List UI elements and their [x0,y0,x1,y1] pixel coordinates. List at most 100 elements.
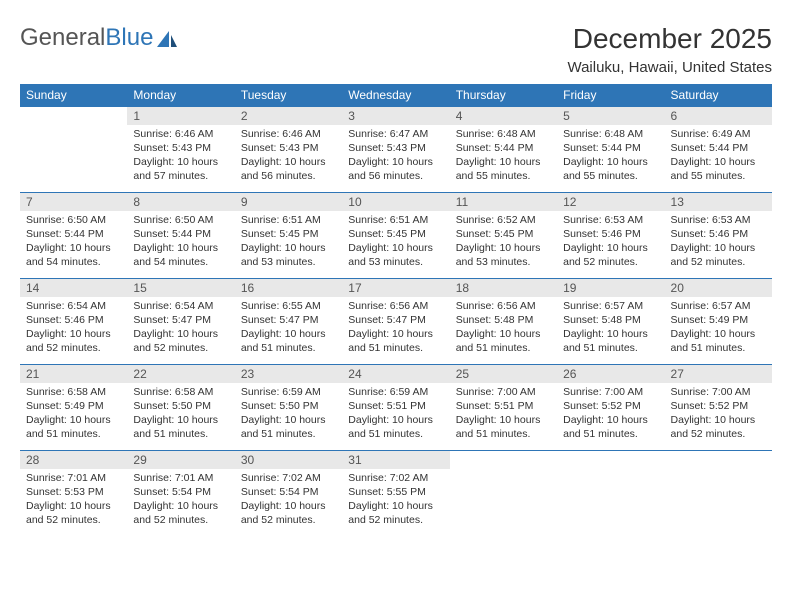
daylight-text: Daylight: 10 hours and 51 minutes. [348,327,443,355]
daylight-text: Daylight: 10 hours and 51 minutes. [563,327,658,355]
sunset-text: Sunset: 5:55 PM [348,485,443,499]
day-number: 4 [450,107,557,125]
day-cell: 15Sunrise: 6:54 AMSunset: 5:47 PMDayligh… [127,278,234,364]
day-body: Sunrise: 6:56 AMSunset: 5:48 PMDaylight:… [450,297,557,360]
day-body: Sunrise: 6:46 AMSunset: 5:43 PMDaylight:… [127,125,234,188]
daylight-text: Daylight: 10 hours and 51 minutes. [241,327,336,355]
sunset-text: Sunset: 5:46 PM [26,313,121,327]
sunrise-text: Sunrise: 6:58 AM [133,385,228,399]
week-row: 28Sunrise: 7:01 AMSunset: 5:53 PMDayligh… [20,450,772,536]
daylight-text: Daylight: 10 hours and 55 minutes. [671,155,766,183]
sunrise-text: Sunrise: 6:49 AM [671,127,766,141]
sunrise-text: Sunrise: 6:58 AM [26,385,121,399]
sunrise-text: Sunrise: 6:51 AM [241,213,336,227]
sunrise-text: Sunrise: 7:00 AM [456,385,551,399]
sunset-text: Sunset: 5:49 PM [671,313,766,327]
day-cell: 2Sunrise: 6:46 AMSunset: 5:43 PMDaylight… [235,106,342,192]
logo-text-1: General [20,24,105,52]
day-cell: 6Sunrise: 6:49 AMSunset: 5:44 PMDaylight… [665,106,772,192]
sunrise-text: Sunrise: 7:01 AM [26,471,121,485]
daylight-text: Daylight: 10 hours and 52 minutes. [26,499,121,527]
sunrise-text: Sunrise: 7:02 AM [348,471,443,485]
day-number: 30 [235,451,342,469]
daylight-text: Daylight: 10 hours and 55 minutes. [456,155,551,183]
daylight-text: Daylight: 10 hours and 56 minutes. [348,155,443,183]
sunset-text: Sunset: 5:50 PM [133,399,228,413]
day-number: 19 [557,279,664,297]
sunset-text: Sunset: 5:47 PM [241,313,336,327]
sunset-text: Sunset: 5:44 PM [456,141,551,155]
sunset-text: Sunset: 5:46 PM [563,227,658,241]
sunset-text: Sunset: 5:51 PM [456,399,551,413]
daylight-text: Daylight: 10 hours and 54 minutes. [133,241,228,269]
day-cell: 26Sunrise: 7:00 AMSunset: 5:52 PMDayligh… [557,364,664,450]
day-body: Sunrise: 6:55 AMSunset: 5:47 PMDaylight:… [235,297,342,360]
sunrise-text: Sunrise: 7:01 AM [133,471,228,485]
day-number: 23 [235,365,342,383]
day-body: Sunrise: 6:54 AMSunset: 5:46 PMDaylight:… [20,297,127,360]
day-number: 13 [665,193,772,211]
day-body: Sunrise: 6:53 AMSunset: 5:46 PMDaylight:… [557,211,664,274]
daylight-text: Daylight: 10 hours and 52 minutes. [133,327,228,355]
sunset-text: Sunset: 5:46 PM [671,227,766,241]
daylight-text: Daylight: 10 hours and 52 minutes. [26,327,121,355]
daylight-text: Daylight: 10 hours and 52 minutes. [241,499,336,527]
daylight-text: Daylight: 10 hours and 53 minutes. [348,241,443,269]
sunset-text: Sunset: 5:50 PM [241,399,336,413]
day-body: Sunrise: 6:46 AMSunset: 5:43 PMDaylight:… [235,125,342,188]
sunset-text: Sunset: 5:52 PM [671,399,766,413]
day-cell [557,450,664,536]
day-body: Sunrise: 7:02 AMSunset: 5:54 PMDaylight:… [235,469,342,532]
sunset-text: Sunset: 5:48 PM [456,313,551,327]
day-number: 9 [235,193,342,211]
sunset-text: Sunset: 5:44 PM [133,227,228,241]
day-number: 15 [127,279,234,297]
sunrise-text: Sunrise: 7:02 AM [241,471,336,485]
sunset-text: Sunset: 5:53 PM [26,485,121,499]
day-number: 27 [665,365,772,383]
day-body: Sunrise: 6:51 AMSunset: 5:45 PMDaylight:… [342,211,449,274]
day-cell: 25Sunrise: 7:00 AMSunset: 5:51 PMDayligh… [450,364,557,450]
day-body: Sunrise: 6:57 AMSunset: 5:49 PMDaylight:… [665,297,772,360]
daylight-text: Daylight: 10 hours and 54 minutes. [26,241,121,269]
logo-sail-icon [155,28,179,48]
day-cell: 12Sunrise: 6:53 AMSunset: 5:46 PMDayligh… [557,192,664,278]
day-cell: 20Sunrise: 6:57 AMSunset: 5:49 PMDayligh… [665,278,772,364]
day-number: 11 [450,193,557,211]
day-number: 24 [342,365,449,383]
day-number: 1 [127,107,234,125]
day-cell: 9Sunrise: 6:51 AMSunset: 5:45 PMDaylight… [235,192,342,278]
day-number: 26 [557,365,664,383]
day-number: 14 [20,279,127,297]
day-body: Sunrise: 6:50 AMSunset: 5:44 PMDaylight:… [127,211,234,274]
day-cell: 4Sunrise: 6:48 AMSunset: 5:44 PMDaylight… [450,106,557,192]
daylight-text: Daylight: 10 hours and 57 minutes. [133,155,228,183]
day-body: Sunrise: 7:00 AMSunset: 5:51 PMDaylight:… [450,383,557,446]
day-body: Sunrise: 7:02 AMSunset: 5:55 PMDaylight:… [342,469,449,532]
sunrise-text: Sunrise: 6:56 AM [456,299,551,313]
day-body: Sunrise: 7:01 AMSunset: 5:54 PMDaylight:… [127,469,234,532]
daylight-text: Daylight: 10 hours and 52 minutes. [133,499,228,527]
sunrise-text: Sunrise: 6:54 AM [133,299,228,313]
day-number: 28 [20,451,127,469]
sunrise-text: Sunrise: 6:50 AM [26,213,121,227]
day-number: 18 [450,279,557,297]
day-cell: 13Sunrise: 6:53 AMSunset: 5:46 PMDayligh… [665,192,772,278]
daylight-text: Daylight: 10 hours and 51 minutes. [456,327,551,355]
day-header: Thursday [450,84,557,107]
sunset-text: Sunset: 5:52 PM [563,399,658,413]
sunset-text: Sunset: 5:54 PM [133,485,228,499]
day-body: Sunrise: 7:00 AMSunset: 5:52 PMDaylight:… [557,383,664,446]
week-row: 1Sunrise: 6:46 AMSunset: 5:43 PMDaylight… [20,106,772,192]
daylight-text: Daylight: 10 hours and 51 minutes. [241,413,336,441]
sunrise-text: Sunrise: 6:56 AM [348,299,443,313]
day-body: Sunrise: 6:52 AMSunset: 5:45 PMDaylight:… [450,211,557,274]
day-cell: 18Sunrise: 6:56 AMSunset: 5:48 PMDayligh… [450,278,557,364]
day-number: 16 [235,279,342,297]
day-header-row: SundayMondayTuesdayWednesdayThursdayFrid… [20,84,772,107]
sunrise-text: Sunrise: 6:51 AM [348,213,443,227]
day-cell: 27Sunrise: 7:00 AMSunset: 5:52 PMDayligh… [665,364,772,450]
sunrise-text: Sunrise: 6:50 AM [133,213,228,227]
day-cell: 1Sunrise: 6:46 AMSunset: 5:43 PMDaylight… [127,106,234,192]
sunrise-text: Sunrise: 6:55 AM [241,299,336,313]
